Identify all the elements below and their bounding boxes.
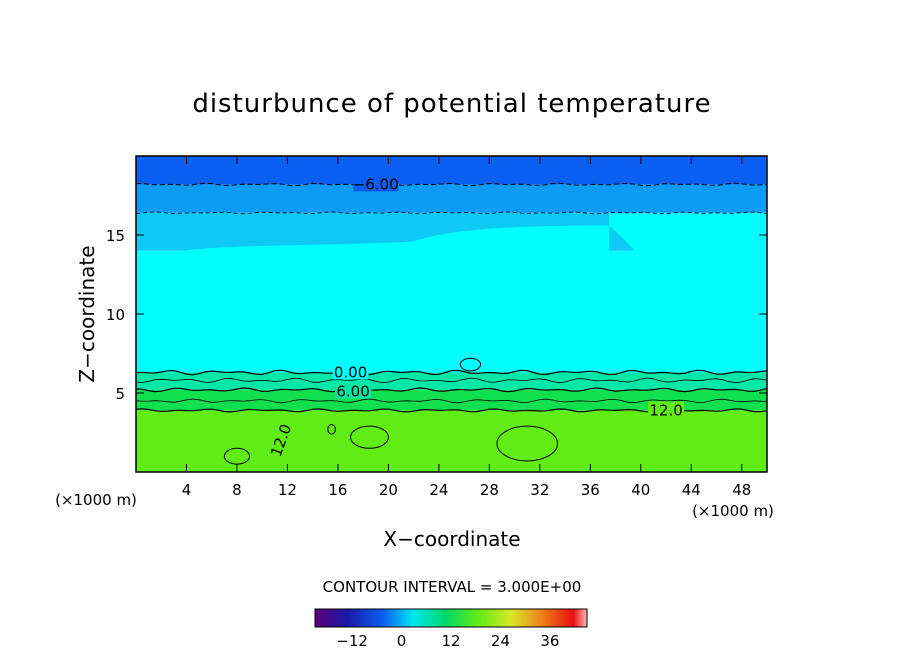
contour-label-group: 12.0 [648, 401, 685, 419]
x-tick-label: 36 [581, 481, 600, 499]
contour-label-bg [353, 175, 399, 192]
x-tick-label: 44 [682, 481, 701, 499]
contour-label-group: −6.00 [353, 175, 399, 193]
field-dome [609, 212, 767, 303]
x-tick-label: 8 [232, 481, 242, 499]
field-band--3 [136, 184, 767, 213]
colorbar-tick-label: 24 [491, 632, 510, 650]
contour-minus6 [136, 182, 767, 187]
field-band--6 [136, 156, 767, 185]
contour-fill-layers [136, 156, 767, 472]
y-tick-label: 15 [106, 227, 125, 245]
x-tick-label: 12 [278, 481, 297, 499]
x-tick-label: 48 [732, 481, 751, 499]
contour-blob [459, 357, 482, 372]
contour-label-bg [266, 420, 294, 460]
x-tick-label: 32 [530, 481, 549, 499]
x-tick-label: 40 [631, 481, 650, 499]
contour-label-group: 6.00 [335, 382, 372, 400]
contour-lines [136, 182, 767, 465]
contour-label-group: 0.00 [332, 363, 369, 381]
contour-blob [350, 425, 389, 449]
x-tick-label: 20 [379, 481, 398, 499]
colorbar-tick-label: 12 [441, 632, 460, 650]
x-unit-label: (×1000 m) [692, 502, 774, 520]
field-band-6 [136, 372, 767, 390]
contour-minus3 [136, 211, 767, 215]
field-band-12 [136, 410, 767, 472]
contour-6 [136, 387, 767, 393]
x-axis-ticks: 4 8 12 16 20 24 28 32 36 40 44 48 [182, 156, 751, 499]
contour-interval-label: CONTOUR INTERVAL = 3.000E+00 [323, 578, 582, 596]
y-axis-ticks: 5 10 15 [106, 227, 767, 403]
contour-label-bg [648, 401, 685, 418]
colorbar [314, 608, 588, 628]
colorbar-tick-label: −12 [336, 632, 368, 650]
colorbar-tick-label: 36 [540, 632, 559, 650]
contour-label: 0.00 [334, 363, 367, 381]
colorbar-tick-label: 0 [397, 632, 407, 650]
x-tick-label: 4 [182, 481, 192, 499]
contour-blob [327, 424, 336, 435]
x-tick-label: 28 [480, 481, 499, 499]
contour-label-bg [332, 363, 369, 380]
x-tick-label: 24 [429, 481, 448, 499]
field-band-9 [136, 389, 767, 411]
contour-0 [136, 369, 767, 376]
colorbar-ticks: −12 0 12 24 36 [336, 632, 559, 650]
contour-label: −6.00 [353, 175, 399, 193]
contour-3 [136, 377, 767, 384]
contour-label: 6.00 [336, 382, 369, 400]
y-tick-label: 10 [106, 306, 125, 324]
chart-title: disturbunce of potential temperature [192, 89, 711, 119]
contour-label-bg [335, 382, 372, 399]
y-tick-label: 5 [115, 385, 125, 403]
x-axis-title: X−coordinate [383, 527, 520, 551]
y-axis-title: Z−coordinate [75, 245, 99, 382]
contour-blob [496, 425, 559, 462]
contour-label: 12.0 [649, 401, 682, 419]
y-unit-label: (×1000 m) [55, 491, 137, 509]
x-tick-label: 16 [328, 481, 347, 499]
contour-9 [136, 398, 767, 404]
field-upper-cyan [136, 225, 610, 270]
